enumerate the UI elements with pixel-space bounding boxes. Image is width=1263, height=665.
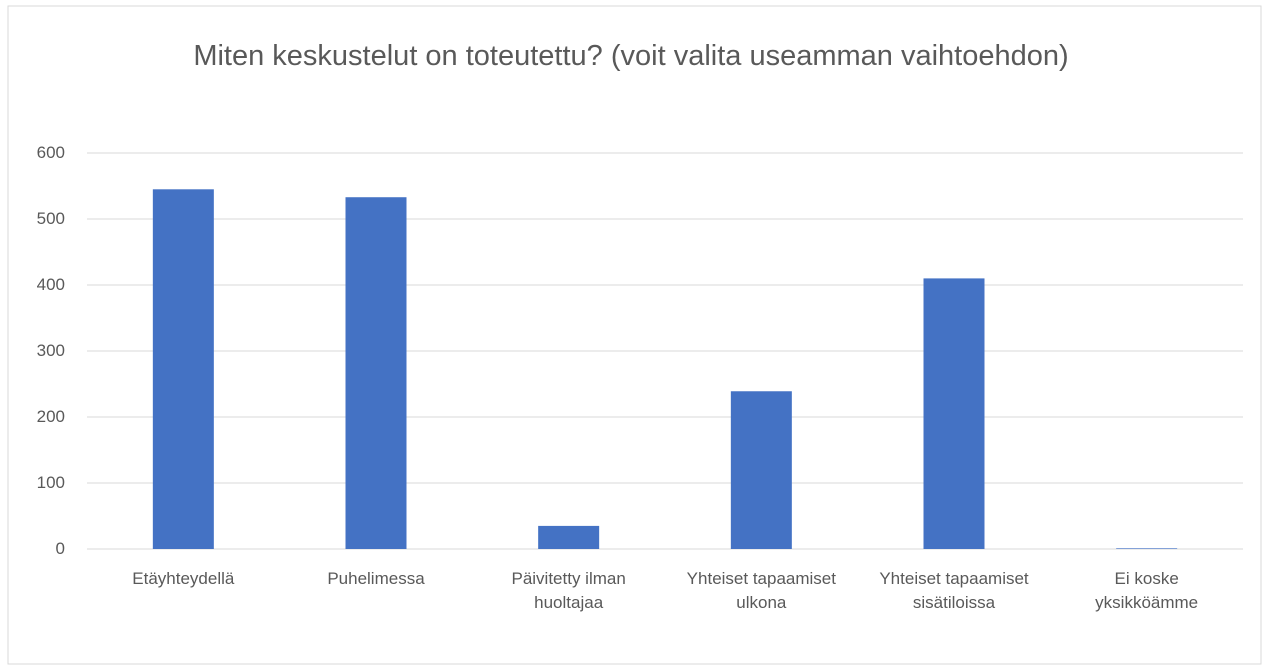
x-tick-label: Päivitetty ilman huoltajaa <box>511 569 626 612</box>
x-tick-label: Puhelimessa <box>327 569 425 588</box>
y-tick-label: 600 <box>36 143 65 162</box>
bar <box>923 278 985 549</box>
x-tick-label: Etäyhteydellä <box>132 569 235 588</box>
x-tick-label: Yhteiset tapaamiset sisätiloissa <box>879 569 1029 612</box>
chart-title: Miten keskustelut on toteutettu? (voit v… <box>193 40 1069 72</box>
y-tick-label: 400 <box>36 275 65 294</box>
bar <box>538 525 600 549</box>
bar <box>345 197 407 549</box>
frame <box>7 5 1262 665</box>
y-tick-label: 500 <box>36 209 65 228</box>
y-tick-label: 200 <box>36 407 65 426</box>
y-tick-label: 100 <box>36 473 65 492</box>
bar <box>1116 548 1178 549</box>
y-tick-label: 300 <box>36 341 65 360</box>
x-tick-label: Ei koske yksikköämme <box>1095 569 1199 612</box>
bar <box>730 391 792 549</box>
bar <box>152 189 214 550</box>
y-tick-label: 0 <box>55 539 65 558</box>
x-tick-label: Yhteiset tapaamiset ulkona <box>686 569 836 612</box>
